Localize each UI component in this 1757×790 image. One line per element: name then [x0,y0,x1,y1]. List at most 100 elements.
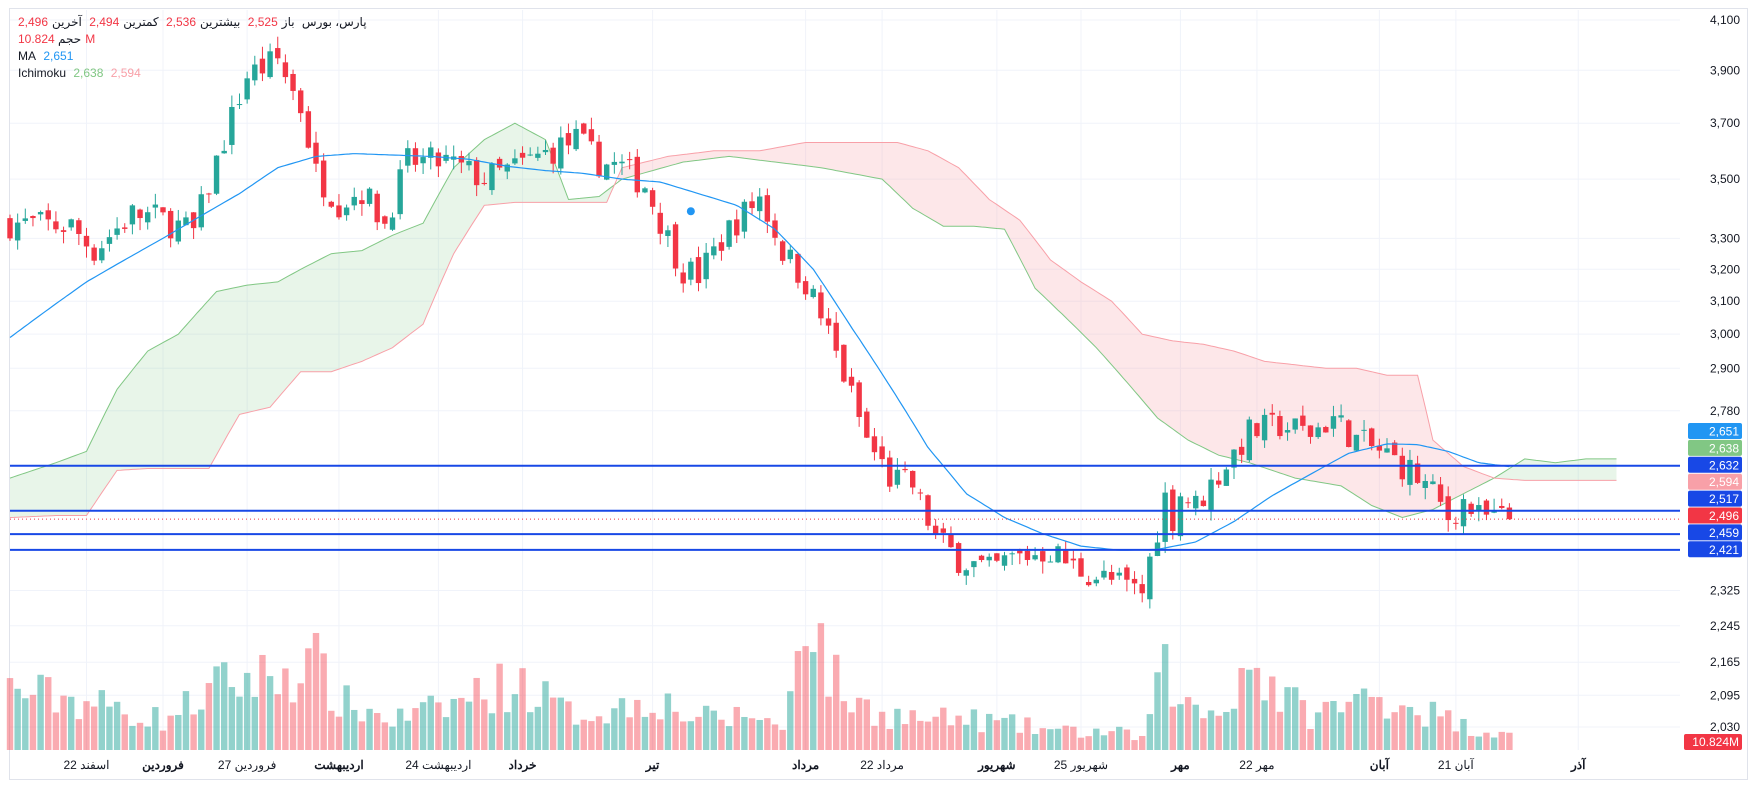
volume-bar [190,714,197,750]
y-axis-tick-label: 3,200 [1710,262,1740,276]
volume-bar [366,708,373,750]
candle-body [1323,426,1329,433]
candle-body [573,128,579,150]
candle-body [68,219,74,228]
candle-body [1369,428,1375,447]
candle-body [282,62,289,78]
volume-bar [611,708,618,750]
candle-body [902,468,908,471]
ichimoku-cloud-fill [1494,458,1617,481]
ichimoku-lead-b-value: 2,594 [110,66,141,80]
candle-body [1131,578,1138,584]
candle-body [252,64,258,81]
volume-bar [993,720,1001,750]
volume-bar [1261,700,1268,750]
y-axis-tick-label: 3,100 [1710,294,1740,308]
candle-body [986,556,992,561]
candle-body [795,253,801,283]
volume-bar [1490,737,1498,750]
candle-body [435,152,442,167]
candle-body [1116,572,1122,576]
volume-bar [1054,728,1062,750]
volume-bar [419,702,427,750]
volume-bar [1399,705,1406,750]
volume-bar [1223,711,1230,750]
candle-body [864,411,870,438]
volume-bar [381,722,389,750]
y-axis-tick-label: 2,900 [1710,361,1740,375]
volume-bar [1314,712,1322,750]
volume-bar [144,726,151,750]
x-axis-tick-label: 27 فروردین [218,758,276,772]
y-axis-tick-label: 2,095 [1710,688,1740,702]
candle-body [60,230,67,232]
volume-bar [825,696,832,750]
y-axis-tick-label: 2,165 [1710,655,1740,669]
volume-bar [465,701,473,750]
x-axis-tick-label: اردیبهشت [314,758,363,773]
candle-body [1093,579,1099,584]
volume-bar [45,677,52,750]
volume-bar [917,720,924,750]
ichimoku-row[interactable]: Ichimoku 2,638 2,594 [18,65,371,82]
volume-bar [1154,672,1161,750]
candle-body [619,161,625,164]
volume-bar [52,712,60,750]
volume-bar [282,668,289,750]
candle-body [1269,412,1275,415]
candle-body [634,156,640,193]
volume-bar [840,701,848,750]
candle-body [1101,570,1107,578]
candle-body [1108,571,1115,580]
candle-body [259,58,266,74]
volume-bar [243,672,251,750]
candle-body [76,220,82,234]
x-axis-tick-label: 21 آبان [1438,757,1474,772]
candle-body [512,158,518,164]
volume-bar [1047,729,1054,750]
volume-bar [98,690,105,750]
volume-bar [343,685,350,750]
ma-row[interactable]: MA 2,651 [18,48,371,65]
candle-body [657,212,663,234]
price-tag-box [1688,473,1742,490]
candle-body [971,561,977,568]
candle-body [198,194,204,228]
volume-bar [565,701,572,750]
volume-bar [1230,708,1238,750]
candle-body [1361,429,1367,431]
candle-body [672,224,679,269]
volume-bar [963,724,970,750]
candle-body [1330,416,1337,429]
candle-body [1338,415,1344,418]
volume-bar [733,706,740,750]
volume-bar [580,719,587,750]
candle-body [558,137,564,169]
volume-bar [588,721,595,750]
volume-bar [1123,729,1131,750]
candle-body [1063,550,1069,564]
price-tag-box [1688,490,1742,507]
price-tag: 2,638 [1688,439,1742,456]
candle-body [7,218,13,239]
price-tag: 2,517 [1688,490,1742,507]
y-axis-tick-label: 3,700 [1710,116,1740,130]
volume-bar [680,721,687,750]
volume-bar [68,696,75,750]
candle-body [236,104,243,106]
volume-bar [488,713,496,750]
candle-body [473,159,480,186]
volume-bar [175,714,182,750]
volume-bar [634,699,641,750]
volume-row[interactable]: حجم 10.824M [18,31,371,48]
volume-bar [29,694,37,750]
candle-body [1200,500,1207,507]
x-axis-tick-label: آبان [1370,756,1391,772]
symbol-name[interactable]: پارس، بورس [301,15,367,29]
volume-bar [312,632,320,750]
candle-body [810,288,816,298]
candle-body [328,201,334,207]
volume-bar [1383,718,1391,750]
candle-body [887,457,893,487]
